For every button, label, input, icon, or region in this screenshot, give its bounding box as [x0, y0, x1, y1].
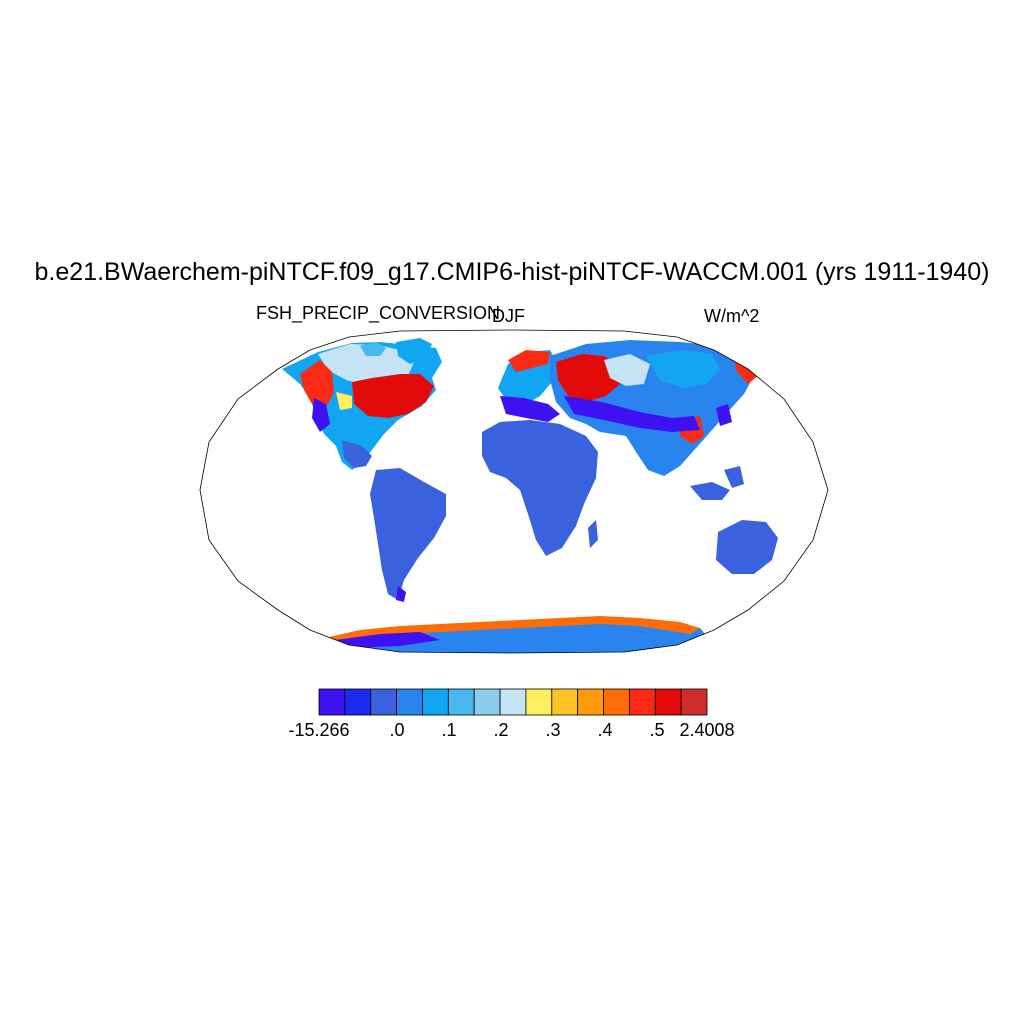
colorbar-swatch	[422, 688, 449, 716]
colorbar-swatch	[473, 688, 501, 716]
colorbar-tick-label: .5	[649, 720, 665, 740]
colorbar-tick-label: .3	[545, 720, 561, 740]
colorbar-swatch	[344, 688, 372, 716]
colorbar-tick-label: .1	[441, 720, 457, 740]
philippines	[724, 466, 744, 488]
colorbar-tick-label: -15.266	[288, 720, 350, 740]
australia	[716, 520, 778, 574]
north-america-east-max	[352, 374, 434, 418]
colorbar-swatch	[629, 688, 656, 716]
colorbar-swatch	[654, 688, 682, 716]
north-america-west-max	[300, 360, 334, 408]
colorbar-swatch	[447, 688, 475, 716]
europe-south-min	[500, 396, 560, 422]
antarctica-coast-band	[316, 616, 700, 644]
north-america-yellow	[336, 392, 352, 410]
antarctica-west-min	[320, 632, 440, 648]
colorbar	[318, 688, 708, 716]
colorbar-tick-label: .4	[597, 720, 613, 740]
colorbar-swatch	[551, 688, 579, 716]
indonesia	[690, 482, 730, 500]
plot-title: b.e21.BWaerchem-piNTCF.f09_g17.CMIP6-his…	[34, 258, 990, 286]
colorbar-swatch	[525, 688, 553, 716]
mountain-band-min	[564, 396, 700, 432]
map-boundary	[199, 329, 829, 654]
colorbar-swatch	[396, 688, 423, 716]
south-america-tip	[396, 586, 406, 602]
north-america-coast-min	[312, 398, 330, 432]
russia-max	[556, 354, 620, 402]
units-label: W/m^2	[704, 306, 760, 326]
colorbar-tick-label: 2.4008	[679, 720, 735, 740]
variable-label: FSH_PRECIP_CONVERSION	[256, 303, 501, 323]
africa	[482, 420, 598, 556]
korea-japan-min	[716, 404, 732, 426]
land-field	[282, 338, 778, 653]
colorbar-tick-label: .0	[389, 720, 405, 740]
madagascar	[588, 520, 598, 548]
south-america	[370, 468, 446, 600]
siberia-pale	[604, 354, 650, 386]
season-label: DJF	[492, 306, 525, 326]
colorbar-swatch	[577, 688, 604, 716]
arctic-islands	[360, 342, 386, 356]
colorbar-swatch	[603, 688, 630, 716]
colorbar-swatch	[318, 688, 346, 716]
mexico	[342, 440, 372, 468]
colorbar-swatch	[680, 688, 708, 716]
east-siberia	[646, 350, 720, 388]
colorbar-swatch	[499, 688, 527, 716]
scandinavia-max	[508, 350, 550, 372]
colorbar-tick-label: .2	[493, 720, 509, 740]
colorbar-swatch	[370, 688, 398, 716]
greenland	[396, 338, 432, 364]
